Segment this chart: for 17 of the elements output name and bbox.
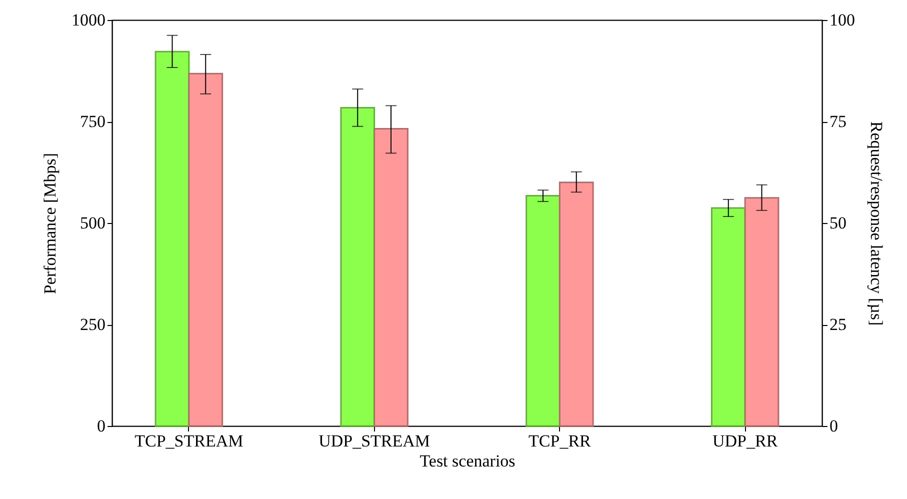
y2-tick-label: 75 [830, 112, 846, 131]
y-tick-label: 500 [80, 214, 106, 232]
y-axis-title: Performance [Mbps] [40, 152, 60, 294]
y2-axis-title: Request/response latency [µs] [867, 121, 886, 326]
x-axis-title: Test scenarios [420, 452, 516, 470]
y-tick-label: 1000 [72, 10, 106, 30]
y-tick-label: 750 [80, 112, 106, 131]
x-tick-label: TCP_RR [528, 432, 592, 450]
y-tick-label: 0 [97, 416, 106, 436]
y2-tick-label: 50 [830, 214, 846, 232]
x-tick-label: TCP_STREAM [134, 432, 244, 450]
x-tick-label: UDP_RR [712, 432, 778, 450]
x-tick-label: UDP_STREAM [318, 432, 430, 450]
y2-tick-label: 100 [830, 10, 855, 30]
y2-tick-label: 0 [830, 416, 838, 436]
y2-tick-label: 25 [830, 315, 846, 334]
y-tick-label: 250 [80, 315, 106, 334]
